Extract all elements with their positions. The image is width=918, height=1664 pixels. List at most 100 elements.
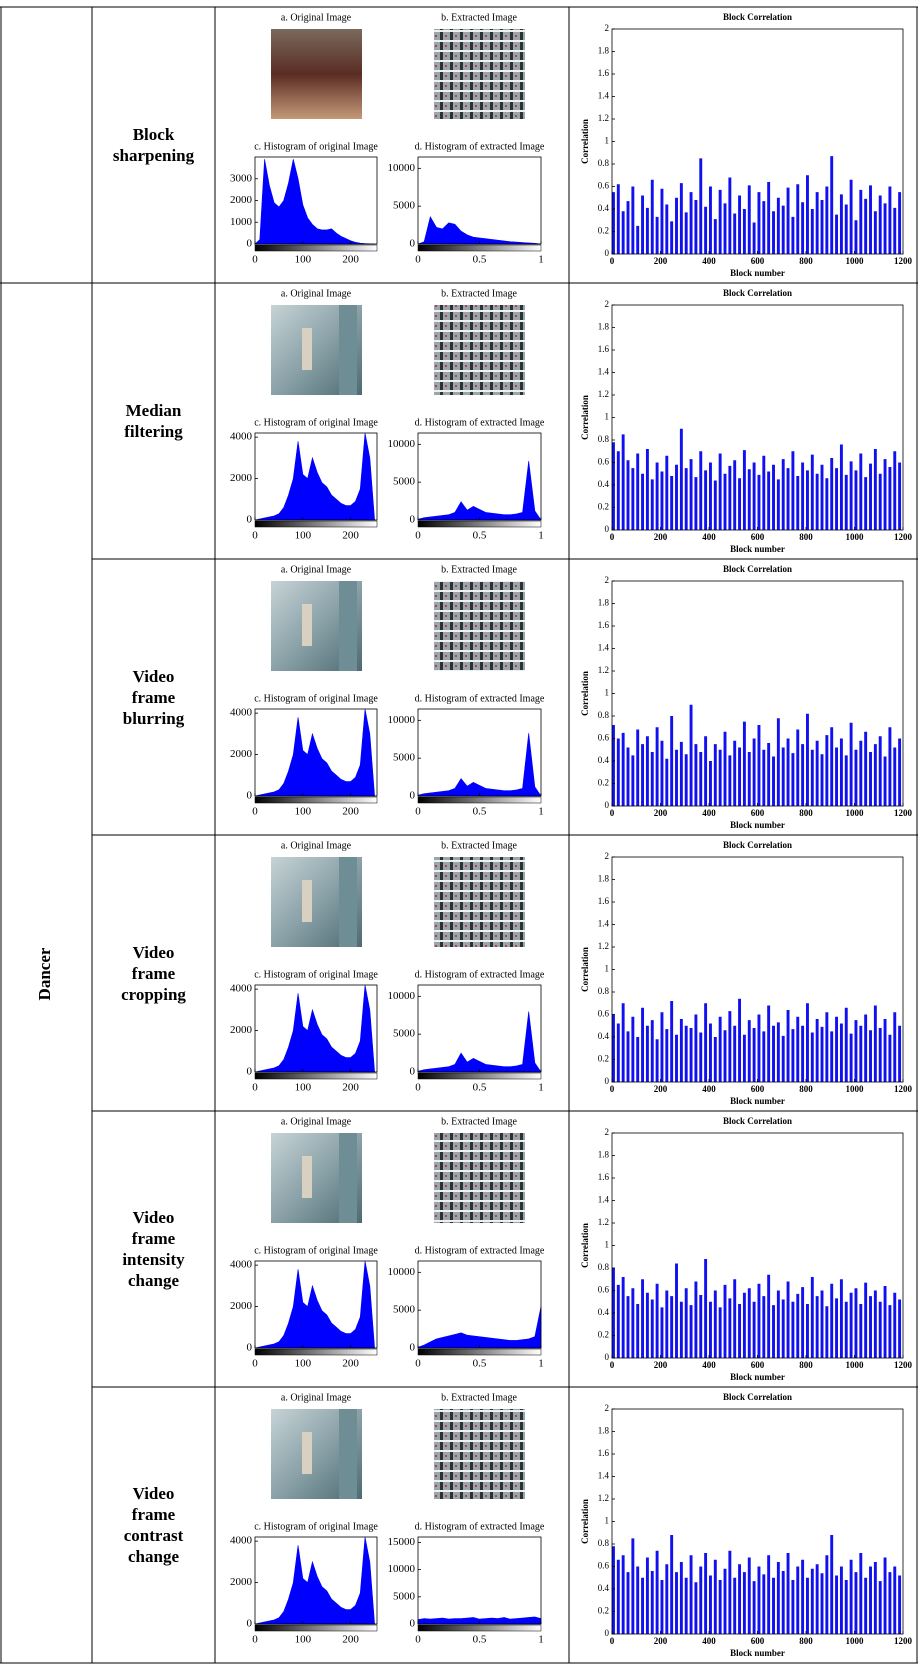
- bar: [849, 461, 853, 530]
- bar: [781, 205, 785, 254]
- x-tick-label: 200: [654, 256, 668, 266]
- bar: [660, 188, 664, 254]
- x-tick-label: 100: [295, 1358, 312, 1370]
- y-tick-label: 0: [410, 790, 416, 802]
- x-tick-label: 600: [751, 1360, 765, 1370]
- colorbar: [417, 1072, 542, 1080]
- plot-frame: [417, 708, 542, 797]
- x-tick-label: 400: [702, 1636, 716, 1646]
- image-title: a. Original Image: [281, 840, 352, 851]
- x-tick-label: 400: [702, 532, 716, 542]
- bar: [873, 449, 877, 530]
- y-tick-label: 1.6: [598, 896, 610, 906]
- bar: [854, 749, 858, 806]
- bar: [665, 455, 669, 530]
- bar: [786, 1281, 790, 1358]
- x-tick-label: 1000: [846, 1636, 865, 1646]
- chart-title: Block Correlation: [723, 840, 792, 850]
- bar: [781, 1571, 785, 1634]
- bar: [888, 1305, 892, 1358]
- bar: [898, 1025, 902, 1082]
- bar: [655, 462, 659, 530]
- bar: [742, 209, 746, 254]
- x-tick-label: 200: [654, 1360, 668, 1370]
- y-tick-label: 0.4: [598, 479, 610, 489]
- bar: [709, 1301, 712, 1358]
- bar: [762, 455, 766, 530]
- bar: [825, 186, 829, 254]
- colorbar: [254, 1624, 378, 1632]
- bar: [849, 179, 853, 254]
- bar: [641, 744, 645, 806]
- y-tick-label: 1.4: [598, 1195, 610, 1205]
- bar: [616, 184, 620, 254]
- histogram-area: [254, 432, 375, 521]
- bar: [806, 470, 809, 530]
- bar: [820, 1026, 824, 1082]
- histogram-title: d. Histogram of extracted Image: [415, 1245, 545, 1256]
- bar: [733, 1577, 737, 1634]
- bar: [631, 186, 635, 254]
- y-tick-label: 0: [410, 238, 416, 250]
- bar: [820, 1290, 824, 1358]
- x-tick-label: 800: [799, 1360, 813, 1370]
- bar: [718, 749, 722, 806]
- y-tick-label: 0: [410, 514, 416, 526]
- histogram-title: d. Histogram of extracted Image: [415, 141, 545, 152]
- bar: [830, 1535, 834, 1634]
- bar: [888, 467, 892, 530]
- chart-title: Block Correlation: [723, 564, 792, 574]
- bar: [752, 1581, 756, 1634]
- bar: [709, 186, 712, 254]
- plot-frame: [254, 1260, 378, 1349]
- bar: [752, 462, 756, 530]
- x-tick-label: 1200: [894, 1636, 913, 1646]
- y-tick-label: 0.6: [598, 1009, 610, 1019]
- bar: [888, 1034, 892, 1082]
- bar: [786, 1010, 790, 1082]
- y-tick-label: 4000: [230, 1259, 253, 1271]
- y-tick-label: 4000: [230, 983, 253, 995]
- colorbar: [254, 1072, 378, 1080]
- x-tick-label: 0: [252, 530, 258, 542]
- bar: [776, 718, 780, 806]
- bar: [612, 442, 615, 530]
- bar: [844, 474, 848, 530]
- group-label: Dancer: [35, 947, 54, 1000]
- x-tick-label: 0.5: [473, 1358, 487, 1370]
- y-tick-label: 0.6: [598, 1561, 610, 1571]
- bar: [616, 1559, 620, 1634]
- extracted-image: [434, 1133, 525, 1223]
- y-tick-label: 0: [247, 1342, 253, 1354]
- bar: [675, 1572, 678, 1634]
- y-tick-label: 0.4: [598, 1031, 610, 1041]
- bar: [757, 1014, 761, 1082]
- x-tick-label: 1000: [846, 1084, 865, 1094]
- bar: [733, 1279, 737, 1358]
- bar: [878, 473, 882, 530]
- x-tick-label: 1: [538, 1358, 544, 1370]
- x-tick-label: 100: [295, 806, 312, 818]
- bar: [689, 459, 693, 530]
- x-tick-label: 0: [252, 1082, 258, 1094]
- attack-label: Median filtering: [124, 401, 183, 441]
- bar: [830, 1031, 834, 1082]
- bar: [752, 1301, 756, 1358]
- y-tick-label: 1.6: [598, 1172, 610, 1182]
- y-tick-label: 1.2: [598, 1493, 609, 1503]
- bar: [689, 1028, 693, 1082]
- bar: [806, 713, 809, 806]
- y-tick-label: 5000: [393, 752, 416, 764]
- bar: [689, 192, 693, 254]
- plot-frame: [254, 432, 378, 521]
- bar: [810, 749, 814, 806]
- bar: [844, 1301, 848, 1358]
- bar: [713, 744, 717, 806]
- plot-frame: [254, 1536, 378, 1625]
- bar: [641, 473, 645, 530]
- bar: [835, 214, 839, 254]
- y-tick-label: 0.8: [598, 1262, 610, 1272]
- bar: [645, 449, 649, 530]
- y-tick-label: 5000: [393, 1590, 416, 1602]
